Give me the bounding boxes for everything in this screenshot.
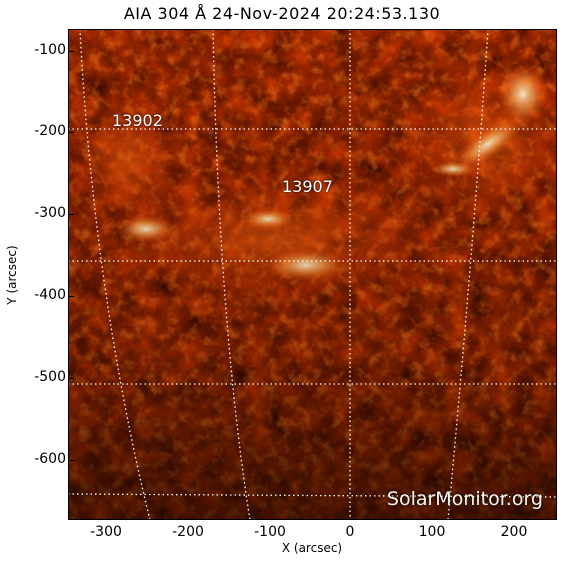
x-tick-label: -200 <box>172 524 204 540</box>
y-tick-mark <box>68 51 74 52</box>
solar-plasma-render <box>68 29 557 520</box>
x-tick-label: -300 <box>90 524 122 540</box>
x-tick-label: -100 <box>254 524 286 540</box>
x-axis-label: X (arcsec) <box>281 541 343 555</box>
x-tick-label: 0 <box>345 524 355 540</box>
x-tick-label: 200 <box>500 524 528 540</box>
y-tick-label: -400 <box>34 287 66 303</box>
y-tick-mark <box>68 132 74 133</box>
y-axis-label: Y (arcsec) <box>5 245 19 305</box>
active-region-label: 13907 <box>282 177 333 196</box>
y-tick-label: -300 <box>34 205 66 221</box>
watermark: SolarMonitor.org <box>386 488 543 510</box>
y-tick-mark <box>68 460 74 461</box>
solar-image: 13902 13907 SolarMonitor.org <box>68 29 557 520</box>
active-region-label: 13902 <box>112 111 163 130</box>
y-tick-mark <box>68 378 74 379</box>
coordinate-grid <box>68 29 557 520</box>
y-tick-label: -200 <box>34 123 66 139</box>
y-tick-label: -600 <box>34 451 66 467</box>
y-tick-label: -100 <box>34 42 66 58</box>
y-tick-mark <box>68 214 74 215</box>
image-title: AIA 304 Å 24-Nov-2024 20:24:53.130 <box>123 4 441 23</box>
x-tick-label: 100 <box>418 524 446 540</box>
y-tick-mark <box>68 296 74 297</box>
y-tick-label: -500 <box>34 369 66 385</box>
